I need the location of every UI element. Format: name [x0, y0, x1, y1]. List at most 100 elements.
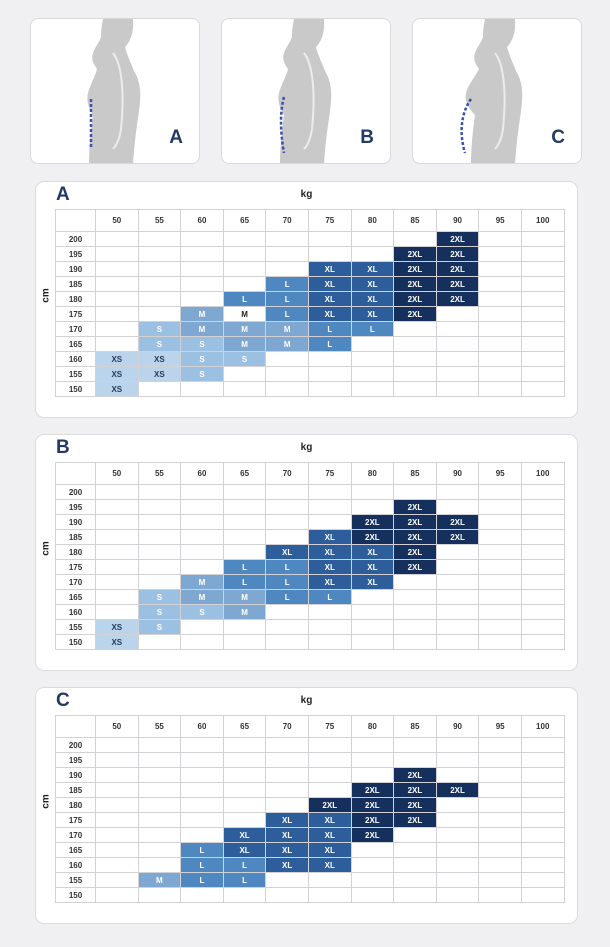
size-cell: [478, 276, 522, 292]
height-row: 180 L L XL XL 2XL 2XL: [55, 291, 565, 307]
size-cell: [222, 484, 267, 500]
size-cell: XL: [307, 559, 352, 575]
size-cell: [435, 366, 480, 382]
size-cell: L: [222, 559, 267, 575]
size-cell: [350, 872, 395, 888]
height-row: 190 2XL: [55, 767, 565, 783]
size-cell: [393, 321, 437, 337]
size-cell: [307, 737, 352, 753]
size-cell: [478, 484, 522, 500]
weight-header-row: 50 55 60 65 70 75 80 85 90 95 100: [55, 462, 565, 485]
figure-card-a: A: [30, 18, 200, 164]
size-cell: [520, 589, 565, 605]
size-cell: [350, 351, 395, 367]
size-cell: [435, 499, 480, 515]
size-cell: [393, 752, 437, 768]
size-table: 50 55 60 65 70 75 80 85 90 95 100 200 195 190 2XL 185 2X…: [55, 715, 565, 903]
size-cell: [307, 499, 352, 515]
size-cell: [265, 619, 309, 635]
size-cell: [478, 514, 522, 530]
size-cell: L: [222, 872, 267, 888]
size-cell: XL: [307, 812, 352, 828]
size-cell: [95, 261, 139, 277]
size-cell: [350, 231, 395, 247]
weight-header: 65: [222, 715, 267, 738]
size-cell: L: [180, 842, 224, 858]
height-row: 150: [55, 887, 565, 903]
height-row: 160 S S M: [55, 604, 565, 620]
size-cell: [520, 484, 565, 500]
height-header: 195: [55, 246, 96, 262]
size-cell: [265, 246, 309, 262]
weight-header: 85: [393, 715, 437, 738]
height-header: 165: [55, 336, 96, 352]
size-cell: [520, 797, 565, 813]
size-cell: [222, 752, 267, 768]
size-cell: [137, 276, 182, 292]
figure-letter: B: [360, 127, 374, 148]
size-cell: [435, 484, 480, 500]
size-cell: [435, 857, 480, 873]
height-header: 190: [55, 261, 96, 277]
size-cell: [95, 559, 139, 575]
size-cell: [478, 619, 522, 635]
size-table: 50 55 60 65 70 75 80 85 90 95 100 200 2XL 195 2XL 2XL 19…: [55, 209, 565, 397]
height-row: 190 XL XL 2XL 2XL: [55, 261, 565, 277]
height-row: 185 2XL 2XL 2XL: [55, 782, 565, 798]
size-cell: [137, 842, 182, 858]
weight-header: 50: [95, 209, 139, 232]
size-cell: [435, 797, 480, 813]
size-cell: M: [180, 306, 224, 322]
size-cell: [307, 514, 352, 530]
size-cell: [478, 336, 522, 352]
size-cell: L: [222, 291, 267, 307]
size-cell: [435, 634, 480, 650]
size-cell: [180, 246, 224, 262]
size-cell: [180, 827, 224, 843]
size-cell: [95, 887, 139, 903]
size-cell: [265, 499, 309, 515]
size-cell: [307, 767, 352, 783]
size-cell: S: [180, 336, 224, 352]
size-cell: [180, 812, 224, 828]
size-cell: [520, 544, 565, 560]
size-cell: [265, 767, 309, 783]
size-cell: [435, 812, 480, 828]
size-cell: [393, 381, 437, 397]
size-cell: 2XL: [307, 797, 352, 813]
x-axis-label: kg: [300, 442, 313, 453]
size-cell: [95, 752, 139, 768]
size-cell: [307, 872, 352, 888]
size-cell: [350, 484, 395, 500]
size-cell: M: [137, 872, 182, 888]
size-cell: 2XL: [393, 559, 437, 575]
size-cell: [137, 261, 182, 277]
height-row: 200: [55, 484, 565, 500]
size-cell: [435, 321, 480, 337]
size-cell: [350, 366, 395, 382]
size-cell: XL: [350, 544, 395, 560]
size-cell: [307, 634, 352, 650]
size-cell: S: [137, 619, 182, 635]
weight-header: 95: [478, 462, 522, 485]
height-row: 175 M M L XL XL 2XL: [55, 306, 565, 322]
size-cell: XL: [265, 842, 309, 858]
size-cell: [95, 604, 139, 620]
height-header: 185: [55, 529, 96, 545]
size-cell: [520, 634, 565, 650]
size-cell: M: [222, 321, 267, 337]
size-cell: [478, 366, 522, 382]
weight-header: 95: [478, 209, 522, 232]
figure-letter: A: [169, 127, 183, 148]
weight-header: 65: [222, 462, 267, 485]
size-cell: [478, 544, 522, 560]
weight-header: 55: [137, 462, 182, 485]
size-cell: XL: [350, 291, 395, 307]
size-cell: XL: [307, 544, 352, 560]
weight-header: 90: [435, 462, 480, 485]
weight-header: 50: [95, 715, 139, 738]
height-row: 200 2XL: [55, 231, 565, 247]
size-cell: [95, 544, 139, 560]
size-cell: [520, 737, 565, 753]
size-cell: 2XL: [393, 797, 437, 813]
